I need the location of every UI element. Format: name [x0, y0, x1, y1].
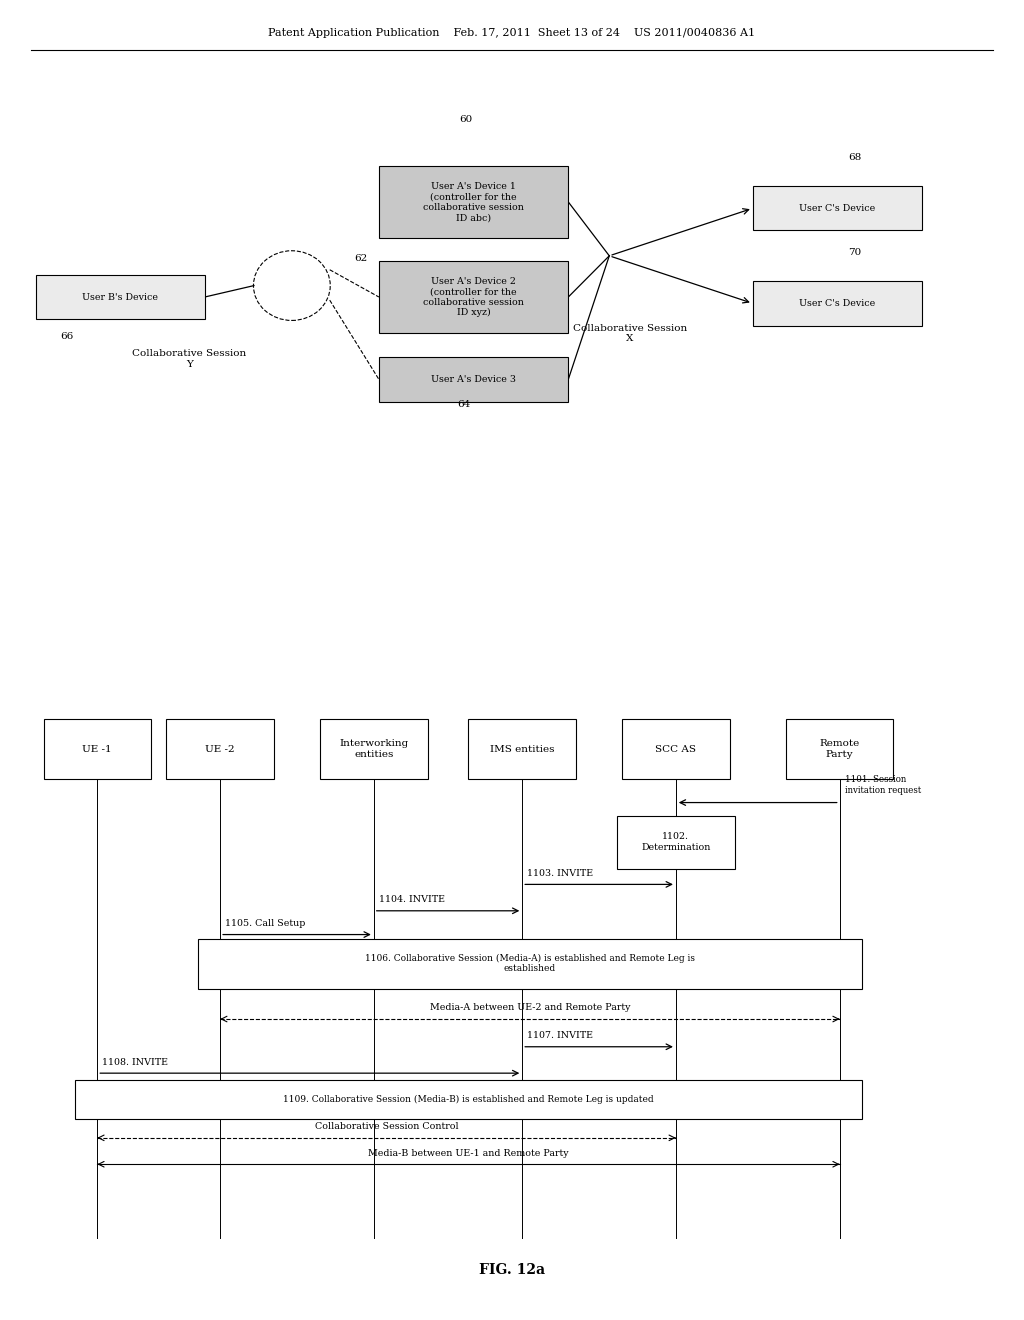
- Text: 1106. Collaborative Session (Media-A) is established and Remote Leg is
establish: 1106. Collaborative Session (Media-A) is…: [365, 954, 695, 973]
- Text: FIG. 11: FIG. 11: [483, 722, 541, 735]
- FancyBboxPatch shape: [623, 719, 729, 779]
- Text: 1104. INVITE: 1104. INVITE: [379, 895, 444, 904]
- FancyBboxPatch shape: [753, 281, 922, 326]
- FancyBboxPatch shape: [36, 275, 205, 319]
- Text: 62: 62: [354, 253, 367, 263]
- FancyBboxPatch shape: [198, 939, 862, 989]
- Text: 1103. INVITE: 1103. INVITE: [527, 869, 594, 878]
- Text: User A's Device 1
(controller for the
collaborative session
ID abc): User A's Device 1 (controller for the co…: [423, 182, 524, 222]
- FancyBboxPatch shape: [379, 165, 568, 239]
- Text: Collaborative Session
X: Collaborative Session X: [572, 323, 687, 343]
- FancyBboxPatch shape: [319, 719, 428, 779]
- Text: FIG. 12a: FIG. 12a: [479, 1263, 545, 1276]
- Text: Remote
Party: Remote Party: [819, 739, 860, 759]
- Text: User B's Device: User B's Device: [82, 293, 159, 301]
- Text: 1108. INVITE: 1108. INVITE: [102, 1057, 168, 1067]
- Text: 1101. Session
invitation request: 1101. Session invitation request: [845, 775, 921, 795]
- Text: Interworking
entities: Interworking entities: [339, 739, 409, 759]
- Text: SCC AS: SCC AS: [655, 744, 696, 754]
- Text: 1107. INVITE: 1107. INVITE: [527, 1031, 593, 1040]
- FancyBboxPatch shape: [166, 719, 274, 779]
- Text: 70: 70: [849, 248, 861, 257]
- Text: User A's Device 2
(controller for the
collaborative session
ID xyz): User A's Device 2 (controller for the co…: [423, 277, 524, 317]
- Text: User A's Device 3: User A's Device 3: [431, 375, 516, 384]
- Text: User C's Device: User C's Device: [799, 203, 876, 213]
- Text: Collaborative Session
Y: Collaborative Session Y: [132, 350, 247, 368]
- Text: 64: 64: [458, 400, 470, 409]
- FancyBboxPatch shape: [616, 816, 735, 869]
- FancyBboxPatch shape: [379, 358, 568, 401]
- FancyBboxPatch shape: [469, 719, 575, 779]
- Text: Patent Application Publication    Feb. 17, 2011  Sheet 13 of 24    US 2011/00408: Patent Application Publication Feb. 17, …: [268, 28, 756, 38]
- Text: 68: 68: [849, 153, 861, 162]
- Text: Media-A between UE-2 and Remote Party: Media-A between UE-2 and Remote Party: [430, 1003, 630, 1012]
- Text: Collaborative Session Control: Collaborative Session Control: [314, 1122, 459, 1131]
- Text: User C's Device: User C's Device: [799, 298, 876, 308]
- Text: UE -1: UE -1: [83, 744, 112, 754]
- Text: 66: 66: [60, 333, 73, 342]
- FancyBboxPatch shape: [43, 719, 152, 779]
- Text: 60: 60: [460, 115, 472, 124]
- FancyBboxPatch shape: [379, 260, 568, 334]
- Text: IMS entities: IMS entities: [490, 744, 554, 754]
- FancyBboxPatch shape: [753, 186, 922, 231]
- Text: 1105. Call Setup: 1105. Call Setup: [225, 919, 305, 928]
- Text: UE -2: UE -2: [206, 744, 234, 754]
- Text: 1109. Collaborative Session (Media-B) is established and Remote Leg is updated: 1109. Collaborative Session (Media-B) is…: [284, 1096, 653, 1104]
- Text: Media-B between UE-1 and Remote Party: Media-B between UE-1 and Remote Party: [369, 1148, 568, 1158]
- FancyBboxPatch shape: [75, 1080, 862, 1119]
- FancyBboxPatch shape: [786, 719, 893, 779]
- Text: 1102.
Determination: 1102. Determination: [641, 833, 711, 851]
